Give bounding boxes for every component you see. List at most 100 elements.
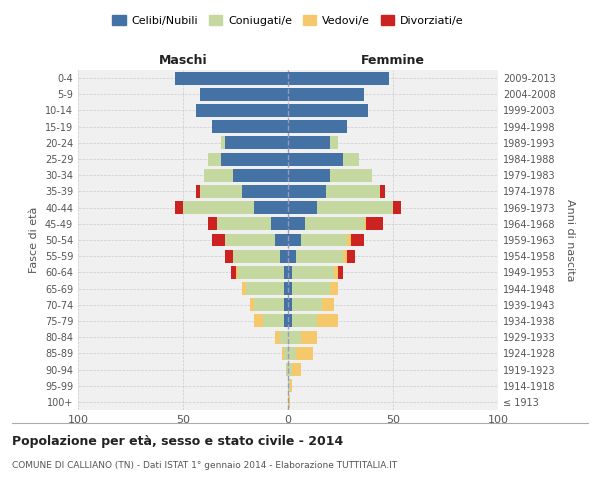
Bar: [288, 136, 330, 149]
Bar: [343, 250, 347, 262]
Bar: [351, 234, 364, 246]
Bar: [288, 72, 389, 85]
Bar: [343, 152, 359, 166]
Bar: [322, 298, 334, 311]
Bar: [284, 282, 288, 295]
Text: Femmine: Femmine: [361, 54, 425, 66]
Bar: [305, 218, 364, 230]
Bar: [380, 185, 385, 198]
Bar: [288, 234, 301, 246]
Bar: [292, 266, 334, 279]
Text: Popolazione per età, sesso e stato civile - 2014: Popolazione per età, sesso e stato civil…: [12, 435, 343, 448]
Bar: [292, 298, 322, 311]
Bar: [330, 282, 338, 295]
Bar: [221, 136, 225, 149]
Legend: Celibi/Nubili, Coniugati/e, Vedovi/e, Divorziati/e: Celibi/Nubili, Coniugati/e, Vedovi/e, Di…: [108, 10, 468, 30]
Bar: [366, 218, 383, 230]
Bar: [238, 266, 284, 279]
Bar: [288, 266, 292, 279]
Bar: [288, 347, 296, 360]
Bar: [284, 298, 288, 311]
Bar: [284, 266, 288, 279]
Bar: [296, 250, 343, 262]
Bar: [330, 169, 372, 181]
Bar: [225, 136, 288, 149]
Bar: [284, 347, 288, 360]
Bar: [296, 347, 313, 360]
Bar: [212, 120, 288, 133]
Bar: [288, 379, 290, 392]
Bar: [254, 314, 263, 328]
Bar: [242, 282, 246, 295]
Bar: [208, 152, 221, 166]
Bar: [292, 282, 330, 295]
Bar: [232, 266, 235, 279]
Bar: [288, 88, 364, 101]
Bar: [208, 218, 217, 230]
Bar: [233, 250, 280, 262]
Y-axis label: Fasce di età: Fasce di età: [29, 207, 39, 273]
Bar: [246, 282, 284, 295]
Bar: [301, 234, 347, 246]
Bar: [393, 201, 401, 214]
Bar: [280, 330, 288, 344]
Bar: [271, 218, 288, 230]
Bar: [288, 185, 326, 198]
Bar: [290, 379, 292, 392]
Bar: [317, 314, 338, 328]
Bar: [288, 363, 292, 376]
Bar: [288, 201, 317, 214]
Bar: [204, 169, 233, 181]
Bar: [330, 136, 338, 149]
Bar: [288, 120, 347, 133]
Bar: [242, 185, 288, 198]
Bar: [288, 396, 290, 408]
Bar: [338, 266, 343, 279]
Bar: [233, 169, 288, 181]
Bar: [288, 152, 343, 166]
Bar: [196, 185, 200, 198]
Bar: [225, 234, 275, 246]
Text: Maschi: Maschi: [158, 54, 208, 66]
Bar: [175, 201, 183, 214]
Bar: [347, 250, 355, 262]
Bar: [288, 218, 305, 230]
Bar: [280, 250, 288, 262]
Bar: [221, 152, 288, 166]
Bar: [200, 88, 288, 101]
Bar: [217, 218, 271, 230]
Bar: [317, 201, 393, 214]
Bar: [288, 250, 296, 262]
Bar: [326, 185, 380, 198]
Bar: [250, 298, 254, 311]
Y-axis label: Anni di nascita: Anni di nascita: [565, 198, 575, 281]
Bar: [235, 266, 238, 279]
Bar: [288, 104, 368, 117]
Bar: [334, 266, 338, 279]
Text: COMUNE DI CALLIANO (TN) - Dati ISTAT 1° gennaio 2014 - Elaborazione TUTTITALIA.I: COMUNE DI CALLIANO (TN) - Dati ISTAT 1° …: [12, 460, 397, 469]
Bar: [347, 234, 351, 246]
Bar: [288, 282, 292, 295]
Bar: [225, 250, 233, 262]
Bar: [254, 298, 284, 311]
Bar: [286, 363, 288, 376]
Bar: [183, 201, 254, 214]
Bar: [275, 330, 280, 344]
Bar: [288, 314, 292, 328]
Bar: [288, 330, 301, 344]
Bar: [292, 363, 301, 376]
Bar: [212, 234, 225, 246]
Bar: [254, 201, 288, 214]
Bar: [275, 234, 288, 246]
Bar: [196, 104, 288, 117]
Bar: [282, 347, 284, 360]
Bar: [175, 72, 288, 85]
Bar: [284, 314, 288, 328]
Bar: [288, 169, 330, 181]
Bar: [364, 218, 366, 230]
Bar: [292, 314, 317, 328]
Bar: [263, 314, 284, 328]
Bar: [200, 185, 242, 198]
Bar: [288, 298, 292, 311]
Bar: [301, 330, 317, 344]
